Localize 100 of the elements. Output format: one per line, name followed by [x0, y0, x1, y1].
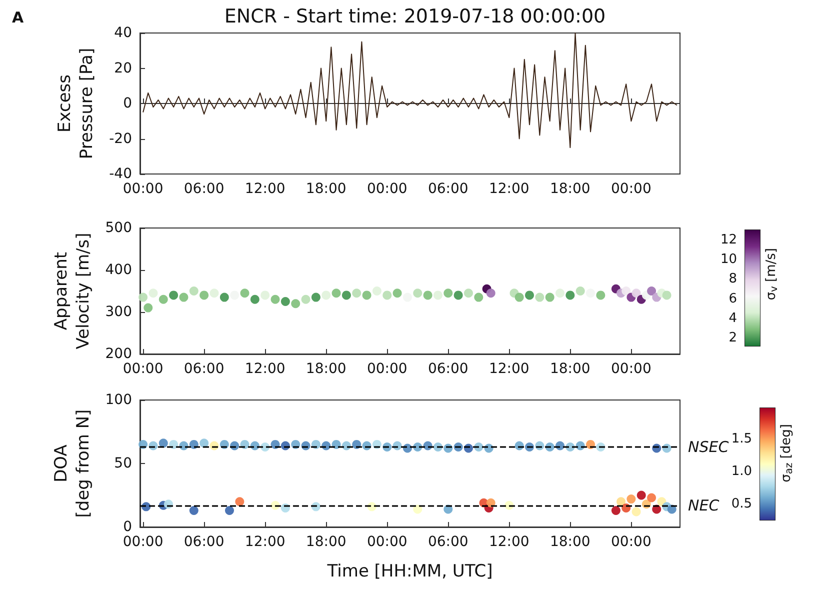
point	[230, 290, 240, 300]
color-bar-label: 10	[720, 252, 737, 267]
point	[454, 290, 463, 300]
y-tick-label: -20	[109, 130, 132, 147]
point	[220, 292, 229, 302]
y-tick-label: 20	[114, 60, 132, 76]
x-tick-label: 00:00	[122, 181, 164, 197]
point	[596, 290, 606, 300]
point	[586, 288, 596, 298]
point	[240, 288, 250, 298]
point	[179, 292, 188, 302]
point	[200, 290, 209, 300]
x-tick-label: 06:00	[184, 534, 224, 550]
point	[352, 288, 362, 298]
y-tick-label: 500	[105, 220, 132, 236]
color-bar-title: σaz [deg]	[779, 424, 795, 482]
chart-title: ENCR - Start time: 2019-07-18 00:00:00	[224, 6, 606, 28]
x-tick-label: 18:00	[306, 181, 346, 197]
point	[486, 288, 496, 298]
point	[474, 292, 484, 302]
y-tick-label: -40	[109, 166, 132, 182]
point	[632, 288, 641, 298]
x-tick-label: 12:00	[244, 181, 286, 197]
x-axis-title: Time [HH:MM, UTC]	[326, 562, 493, 582]
point	[260, 290, 270, 300]
x-tick-label: 18:00	[550, 181, 590, 197]
color-bar-title: σv [m/s]	[764, 248, 780, 300]
point	[444, 288, 453, 298]
x-tick-label: 12:00	[244, 534, 286, 550]
ref-line-label: NSEC	[688, 438, 730, 456]
point	[210, 288, 219, 298]
point	[525, 290, 534, 300]
point	[301, 294, 310, 304]
x-tick-label: 12:00	[488, 361, 530, 377]
point	[332, 288, 341, 298]
point	[280, 297, 290, 306]
color-bar-label: 4	[728, 310, 737, 326]
point	[382, 290, 392, 300]
point	[138, 292, 148, 302]
point	[250, 294, 260, 304]
point	[556, 288, 564, 298]
color-bar-label: 0.5	[731, 496, 752, 512]
line-series	[142, 32, 678, 148]
color-bar-label: 1.5	[731, 432, 752, 447]
y-tick-label: 100	[105, 392, 132, 408]
point	[169, 290, 178, 300]
point	[647, 286, 656, 296]
x-tick-label: 12:00	[488, 534, 530, 550]
color-bar-label: 2	[728, 330, 737, 346]
point	[392, 288, 402, 298]
y-tick-label: 0	[123, 519, 132, 535]
point	[662, 290, 672, 300]
x-tick-label: 06:00	[184, 361, 224, 377]
point	[423, 290, 432, 300]
x-tick-label: 00:00	[366, 361, 408, 377]
x-tick-label: 00:00	[611, 181, 652, 197]
x-tick-label: 00:00	[122, 534, 164, 550]
point	[622, 286, 631, 296]
y-tick-label: 300	[105, 304, 132, 320]
point	[291, 299, 300, 308]
color-bar-label: 12	[720, 232, 737, 248]
x-tick-label: 18:00	[306, 534, 346, 550]
point	[158, 294, 168, 304]
x-tick-label: 18:00	[550, 534, 590, 550]
y-tick-label: 0	[123, 96, 132, 112]
y-axis-title: Excess Pressure [Pa]	[55, 48, 97, 160]
point	[144, 303, 153, 312]
point	[576, 286, 585, 296]
x-tick-label: 12:00	[488, 181, 530, 197]
y-tick-label: 40	[114, 25, 132, 41]
point	[566, 290, 575, 300]
x-tick-label: 06:00	[184, 181, 224, 197]
point	[535, 292, 544, 302]
point	[464, 288, 473, 298]
point	[270, 294, 280, 304]
point	[433, 290, 442, 300]
point	[362, 290, 372, 300]
point	[372, 286, 382, 296]
point	[148, 288, 158, 298]
point	[514, 292, 524, 302]
y-tick-label: 50	[114, 456, 132, 472]
color-bar-label: 1.0	[731, 464, 752, 479]
point	[189, 286, 198, 296]
point	[545, 292, 554, 302]
point	[322, 290, 331, 300]
color-bar-label: 6	[728, 291, 737, 306]
x-tick-label: 06:00	[428, 361, 468, 377]
point	[402, 292, 412, 302]
x-tick-label: 06:00	[428, 534, 468, 550]
x-tick-label: 12:00	[244, 361, 286, 377]
y-axis-title: Apparent Velocity [m/s]	[51, 232, 94, 350]
x-tick-label: 18:00	[550, 361, 590, 377]
color-bar-label: 8	[728, 272, 737, 287]
point	[413, 288, 422, 298]
x-tick-label: 00:00	[366, 181, 408, 197]
x-tick-label: 00:00	[122, 361, 164, 377]
y-axis-title: DOA [deg from N]	[51, 409, 94, 518]
text: A	[12, 8, 24, 26]
point	[342, 290, 351, 300]
x-tick-label: 06:00	[428, 181, 468, 197]
